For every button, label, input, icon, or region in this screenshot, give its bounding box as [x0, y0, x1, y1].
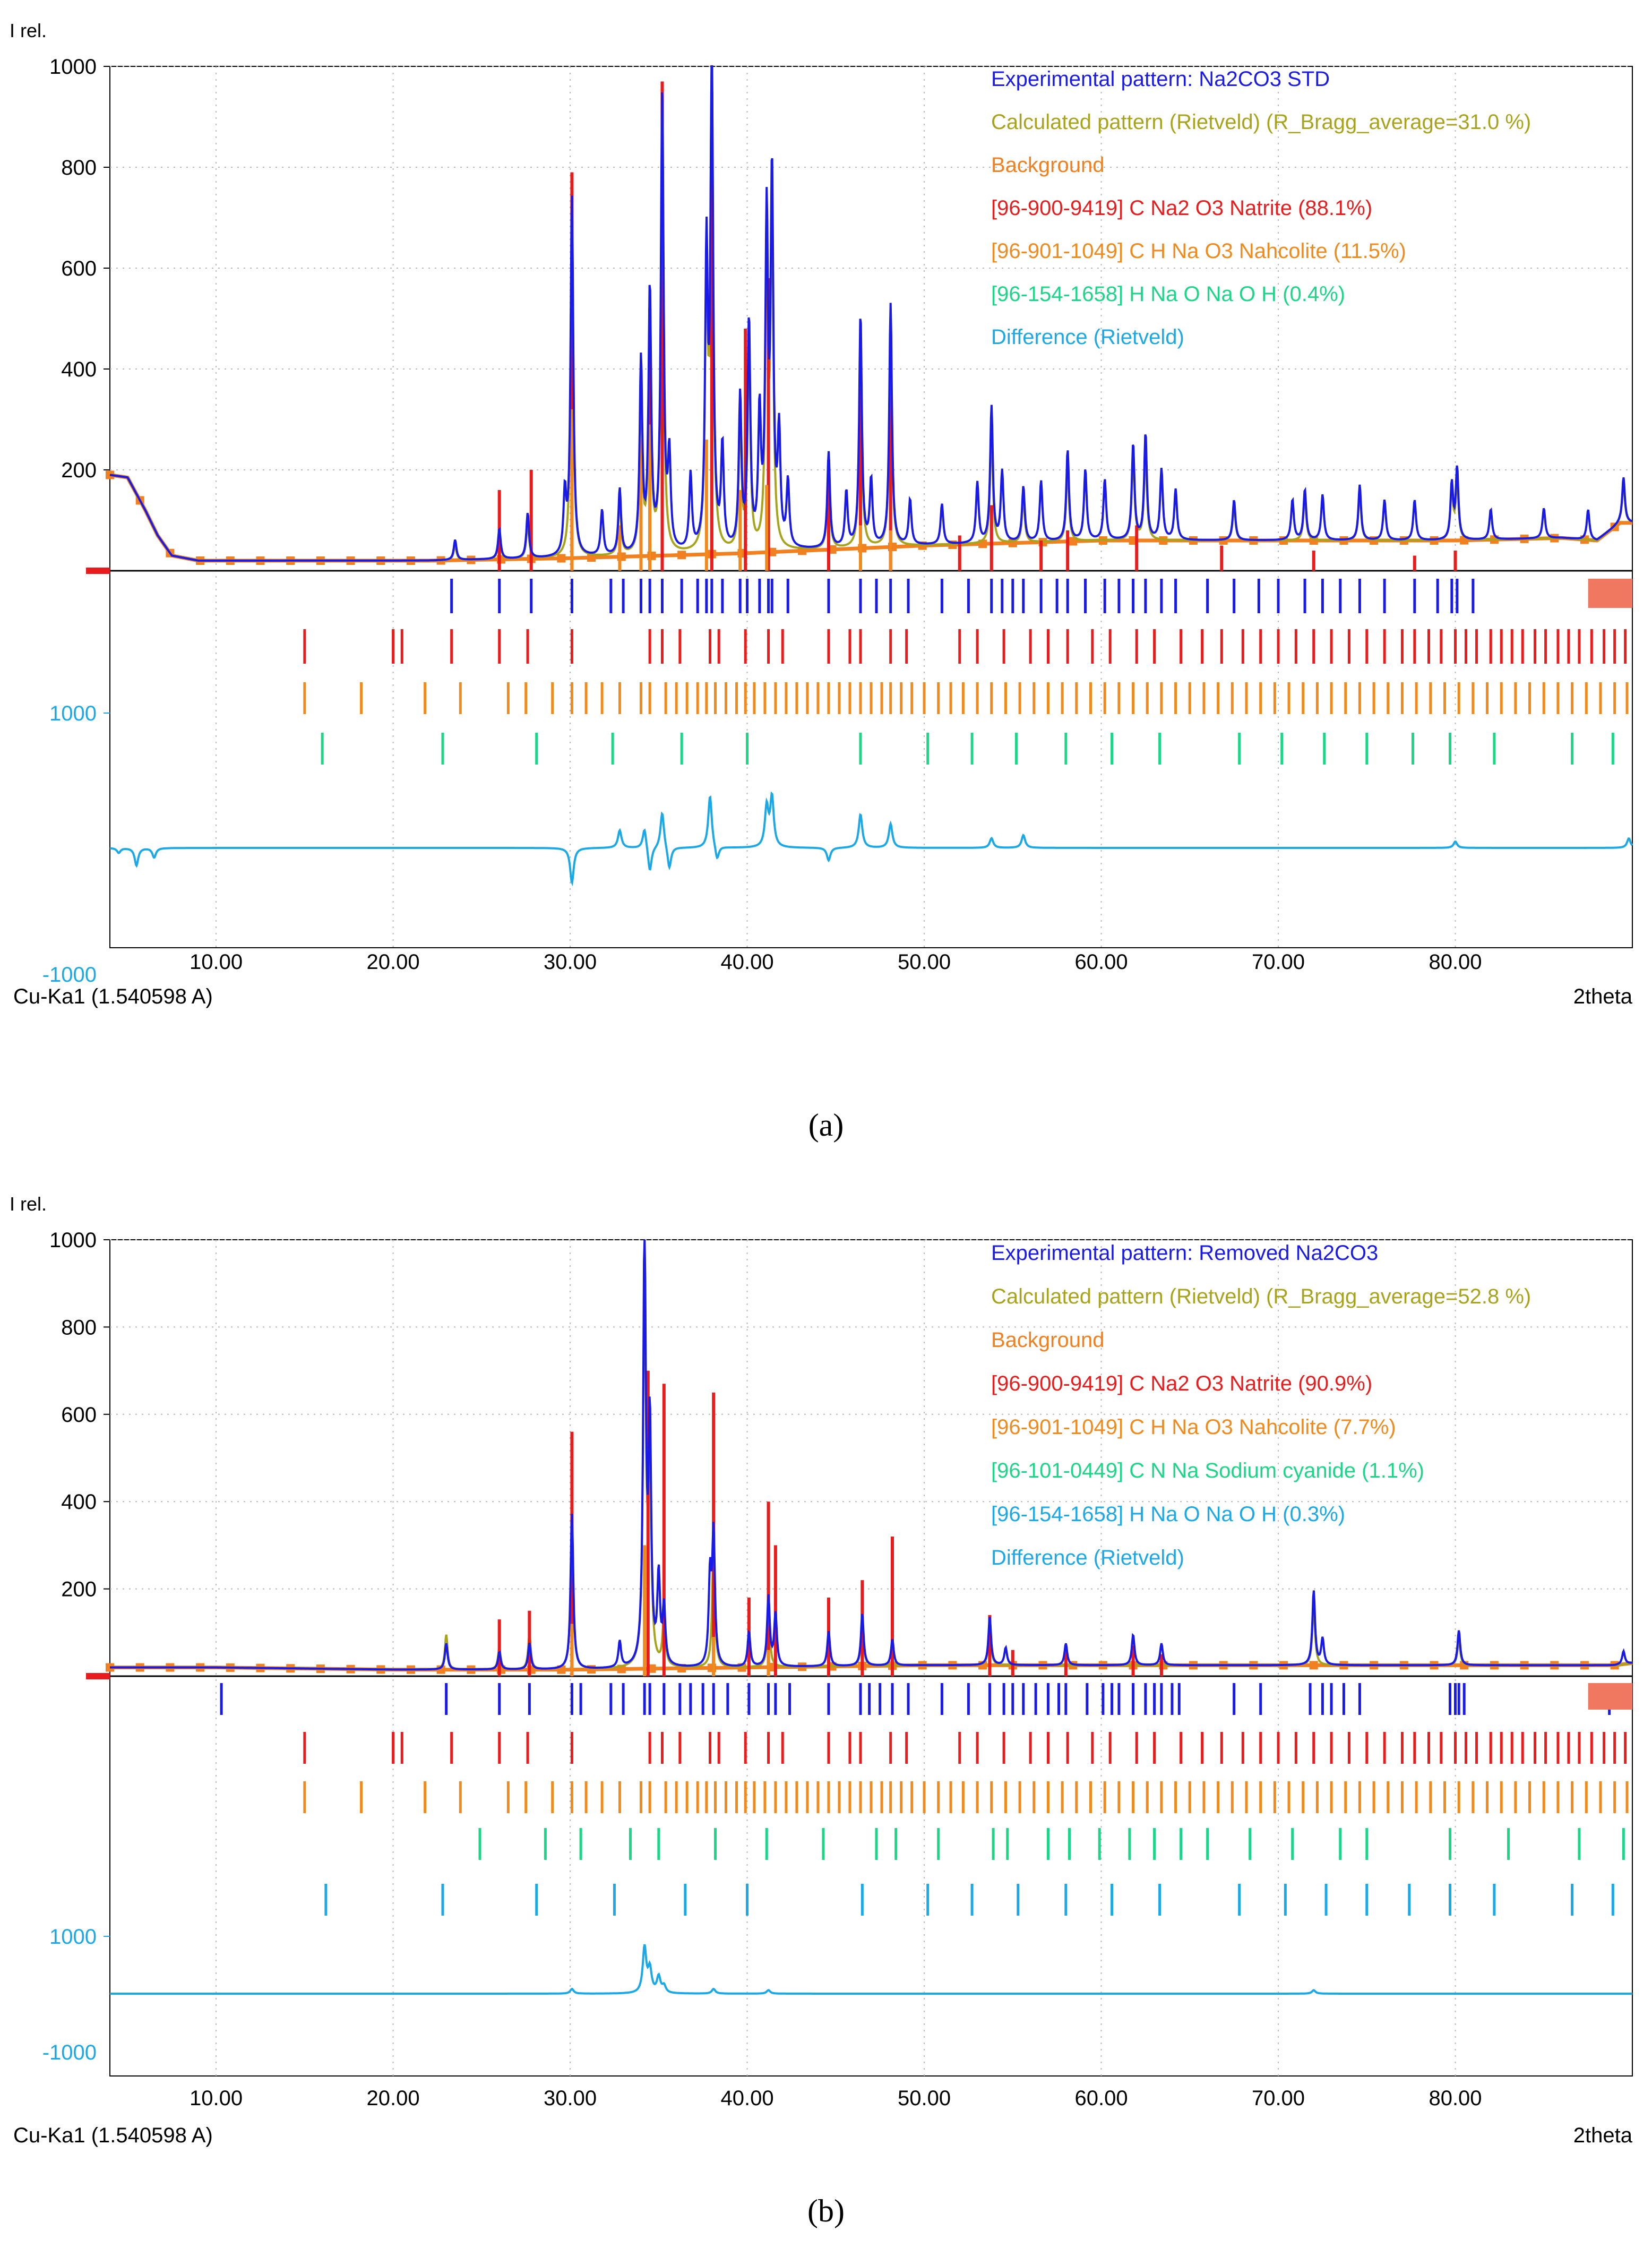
legend-entry: [96-900-9419] C Na2 O3 Natrite (88.1%) [991, 196, 1372, 220]
y-axis-label: I rel. [10, 20, 47, 41]
x-tick-label: 60.00 [1074, 2087, 1128, 2110]
y-tick-label: 200 [61, 1578, 97, 1601]
y-tick-label: 200 [61, 459, 97, 482]
legend-entry: Calculated pattern (Rietveld) (R_Bragg_a… [991, 1285, 1531, 1308]
y-tick-label: 800 [61, 156, 97, 179]
y-tick-label: 400 [61, 1490, 97, 1514]
legend-entry: Background [991, 1328, 1104, 1352]
x-tick-label: 50.00 [898, 950, 951, 974]
x-tick-label: 70.00 [1252, 2087, 1305, 2110]
legend-entry: [96-901-1049] C H Na O3 Nahcolite (7.7%) [991, 1415, 1396, 1439]
x-axis-label: 2theta [1573, 985, 1633, 1008]
x-tick-label: 40.00 [721, 2087, 774, 2110]
legend-entry: [96-900-9419] C Na2 O3 Natrite (90.9%) [991, 1372, 1372, 1395]
experimental-pattern-line [110, 1239, 1632, 1671]
diff-tick-label: 1000 [49, 1925, 97, 1949]
legend-entry: Calculated pattern (Rietveld) (R_Bragg_a… [991, 110, 1531, 134]
radiation-label: Cu-Ka1 (1.540598 A) [13, 2124, 213, 2147]
y-tick-label: 1000 [49, 1229, 97, 1252]
legend-entry: Difference (Rietveld) [991, 325, 1184, 349]
x-tick-label: 30.00 [544, 950, 597, 974]
difference-line [110, 1944, 1632, 1995]
background-marker [1309, 1661, 1318, 1670]
y-tick-label: 600 [61, 1403, 97, 1427]
diff-tick-label: 1000 [49, 702, 97, 725]
background-marker [1069, 537, 1078, 546]
diff-tick-label: -1000 [42, 2041, 97, 2064]
legend-entry: Background [991, 153, 1104, 177]
xrd-panel-a: 10.00 20.00 30.00 40.00 50.00 60.00 70.00 80.00… [10, 20, 1633, 1008]
caption-a: (a) [808, 1108, 844, 1143]
legend-entry: [96-154-1658] H Na O Na O H (0.3%) [991, 1503, 1345, 1526]
x-tick-label: 30.00 [544, 2087, 597, 2110]
caption-b: (b) [807, 2193, 845, 2228]
y-tick-label: 1000 [49, 55, 97, 79]
diff-tick-label: -1000 [42, 963, 97, 986]
background-marker [677, 551, 686, 560]
plot-frame [109, 66, 1633, 948]
x-tick-label: 20.00 [367, 950, 420, 974]
y-tick-label: 600 [61, 257, 97, 280]
plot-frame [109, 1239, 1633, 2077]
legend-entry: Difference (Rietveld) [991, 1546, 1184, 1569]
excluded-region [1588, 1683, 1632, 1710]
x-tick-label: 40.00 [721, 950, 774, 974]
legend-entry: Experimental pattern: Na2CO3 STD [991, 67, 1330, 91]
x-tick-label: 10.00 [190, 950, 243, 974]
y-tick-label: 800 [61, 1316, 97, 1339]
background-marker [557, 554, 566, 563]
x-axis-label: 2theta [1573, 2124, 1633, 2147]
legend-entry: [96-101-0449] C N Na Sodium cyanide (1.1… [991, 1459, 1424, 1482]
y-axis-label: I rel. [10, 1193, 47, 1215]
baseline-marker [86, 1673, 110, 1679]
legend-entry: Experimental pattern: Removed Na2CO3 [991, 1241, 1378, 1265]
x-tick-label: 80.00 [1429, 2087, 1482, 2110]
x-tick-label: 20.00 [367, 2087, 420, 2110]
excluded-region [1588, 579, 1632, 608]
x-tick-label: 60.00 [1074, 950, 1128, 974]
radiation-label: Cu-Ka1 (1.540598 A) [13, 985, 213, 1008]
baseline-marker [86, 568, 110, 574]
x-tick-label: 10.00 [190, 2087, 243, 2110]
legend-entry: [96-154-1658] H Na O Na O H (0.4%) [991, 282, 1345, 306]
y-tick-label: 400 [61, 358, 97, 381]
legend-entry: [96-901-1049] C H Na O3 Nahcolite (11.5%… [991, 239, 1406, 263]
difference-line [109, 791, 1633, 887]
experimental-pattern-line [109, 65, 1633, 562]
x-tick-label: 80.00 [1429, 950, 1482, 974]
xrd-panel-b: 10.00 20.00 30.00 40.00 50.00 60.00 70.00 80.00… [10, 1193, 1633, 2147]
x-tick-label: 70.00 [1252, 950, 1305, 974]
x-tick-label: 50.00 [898, 2087, 951, 2110]
